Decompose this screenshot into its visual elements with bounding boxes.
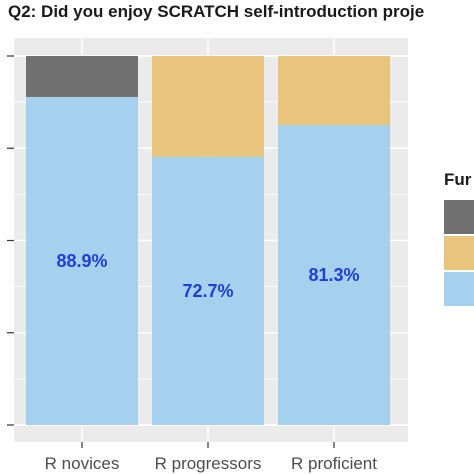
- data-label: 81.3%: [308, 265, 359, 285]
- legend-key: [444, 236, 474, 270]
- legend-key: [444, 272, 474, 306]
- x-tick-label: R proficient: [291, 454, 377, 473]
- chart-title: Q2: Did you enjoy SCRATCH self-introduct…: [8, 2, 425, 21]
- legend-key: [444, 200, 474, 234]
- bar-segment: [152, 156, 264, 425]
- x-tick-label: R novices: [45, 454, 120, 473]
- x-tick-label: R progressors: [155, 454, 262, 473]
- legend-title: Fur: [444, 170, 472, 189]
- data-label: 72.7%: [182, 281, 233, 301]
- bar-segment: [278, 56, 390, 126]
- bar-segment: [26, 56, 138, 97]
- bars: 88.9% 72.7% 81.3%: [26, 56, 390, 426]
- bar-segment: [152, 56, 264, 157]
- data-label: 88.9%: [56, 251, 107, 271]
- legend: Fur: [444, 170, 474, 306]
- bar-segment: [278, 125, 390, 426]
- axes: R novices R progressors R proficient: [7, 55, 377, 473]
- bar-segment: [26, 96, 138, 426]
